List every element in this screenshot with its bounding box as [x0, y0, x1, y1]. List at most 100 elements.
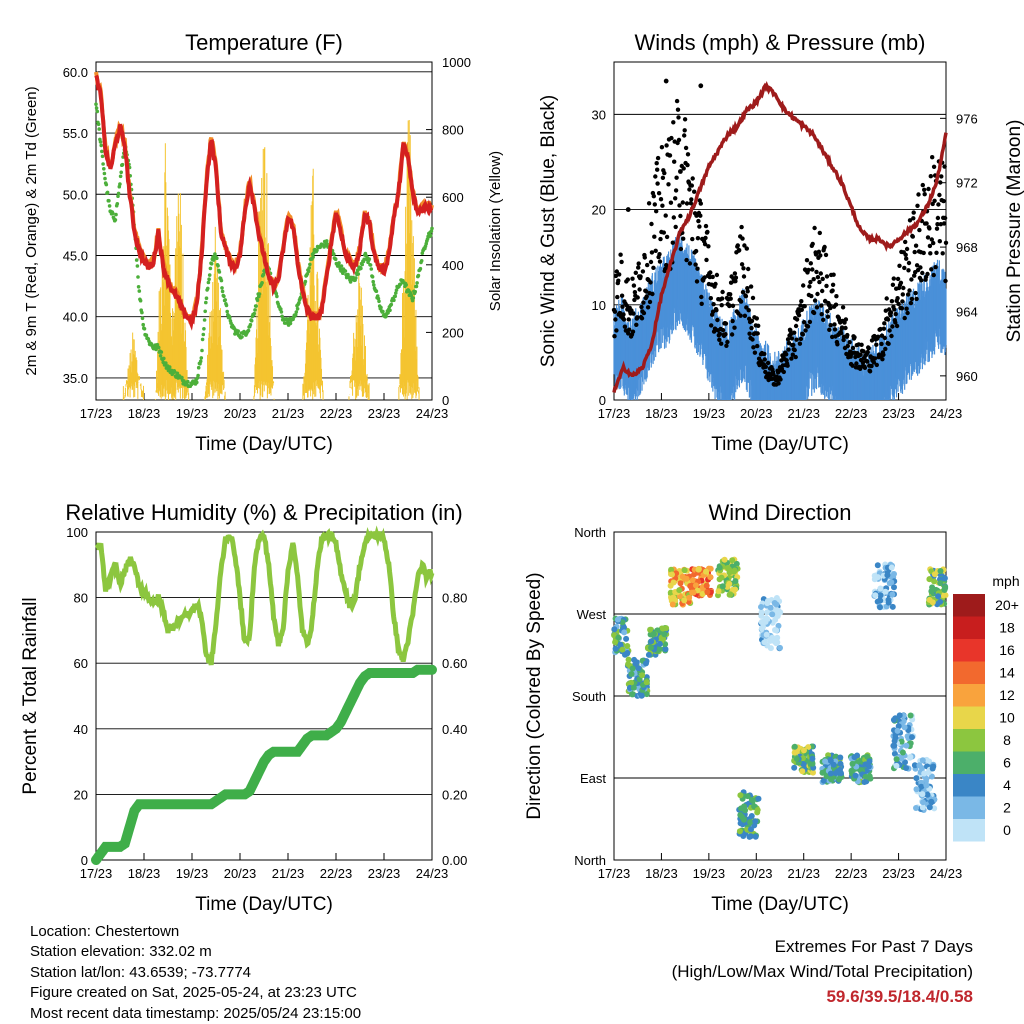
gust-point [819, 312, 824, 317]
gust-point [933, 265, 938, 270]
direction-point [699, 584, 706, 591]
gust-point [682, 128, 687, 133]
gust-point [790, 352, 795, 357]
gust-point [937, 239, 942, 244]
gust-point [778, 377, 783, 382]
gust-point [861, 349, 866, 354]
gust-point [621, 312, 626, 317]
gust-point [888, 310, 894, 315]
gust-point [681, 166, 686, 171]
dewpoint-point [114, 212, 118, 217]
gust-point [931, 164, 937, 169]
gust-point [825, 309, 830, 314]
gust-point [831, 272, 836, 277]
dewpoint-point [248, 322, 253, 327]
gust-point [802, 304, 807, 309]
dewpoint-point [225, 309, 229, 314]
pressure-line [612, 80, 948, 393]
gust-point [696, 218, 701, 224]
gust-point [890, 282, 896, 287]
dewpoint-point [223, 298, 227, 302]
gust-point [619, 293, 625, 298]
gust-point [750, 295, 756, 301]
dewpoint-point [249, 319, 254, 323]
dewpoint-point [394, 288, 399, 292]
gust-point [748, 284, 754, 289]
dewpoint-point [413, 289, 418, 294]
gust-point [882, 335, 887, 341]
gust-point [654, 161, 659, 166]
direction-point [638, 692, 645, 699]
direction-point [617, 641, 624, 648]
gust-point [652, 202, 657, 207]
gust-point [797, 341, 803, 346]
dewpoint-point [211, 258, 216, 262]
colorbar-swatch [953, 774, 985, 797]
gust-point [934, 250, 939, 255]
colorbar: mph 20+ 18 16 14 12 10 8 6 4 2 0 [953, 573, 1020, 842]
direction-point [764, 609, 771, 616]
gust-point [631, 283, 637, 288]
gust-point [752, 350, 758, 355]
gust-point [646, 201, 652, 206]
y-tick-label: West [577, 607, 607, 622]
direction-point [732, 578, 739, 585]
gust-point [786, 341, 792, 346]
gust-point [632, 290, 638, 295]
direction-point [828, 776, 835, 783]
direction-point [877, 597, 884, 604]
gust-point [715, 317, 720, 323]
gust-point [647, 299, 653, 305]
dewpoint-point [379, 305, 383, 310]
direction-point [635, 665, 642, 672]
direction-point [851, 754, 858, 761]
gust-point [648, 259, 654, 265]
gust-point [879, 341, 884, 347]
gust-point [740, 236, 745, 241]
gust-point [809, 293, 814, 299]
gust-point [635, 295, 640, 300]
gust-point [741, 266, 746, 271]
gust-point [914, 263, 920, 268]
gust-point [818, 253, 823, 258]
direction-point [612, 645, 619, 652]
dewpoint-point [199, 356, 204, 360]
direction-point [656, 640, 663, 647]
gust-point [630, 276, 635, 281]
gust-point [681, 236, 686, 241]
y-tick-label-right: 0.00 [442, 853, 467, 868]
gust-point [869, 363, 874, 369]
direction-point [931, 578, 938, 585]
gust-point [733, 275, 739, 280]
direction-point [848, 767, 855, 774]
gust-point [655, 155, 661, 161]
gust-point [635, 315, 640, 320]
gust-point [794, 337, 799, 342]
x-tick-label: 22/23 [320, 406, 353, 421]
direction-point [937, 568, 944, 574]
gust-point [878, 326, 883, 332]
dewpoint-point [315, 248, 319, 253]
gust-point [867, 369, 873, 374]
gust-point [619, 259, 624, 265]
y-tick-label-right: 200 [442, 325, 464, 340]
dewpoint-point [222, 294, 226, 299]
gust-point [651, 194, 656, 199]
direction-point [891, 750, 898, 757]
colorbar-label: 2 [1003, 800, 1011, 816]
gust-point [930, 155, 935, 160]
dewpoint-point [175, 371, 180, 376]
extremes-title: Extremes For Past 7 Days [774, 937, 973, 956]
gust-point [914, 296, 919, 302]
y-tick-label-right: 976 [956, 111, 978, 126]
gust-point [706, 244, 711, 249]
gust-point [649, 221, 654, 227]
gust-point [812, 298, 818, 303]
gust-point [835, 342, 840, 347]
gust-point [815, 291, 820, 297]
direction-point [622, 651, 628, 658]
x-tick-label: 23/23 [368, 406, 401, 421]
dewpoint-point [339, 264, 344, 268]
chart-title: Temperature (F) [185, 30, 343, 55]
direction-point [801, 747, 807, 754]
